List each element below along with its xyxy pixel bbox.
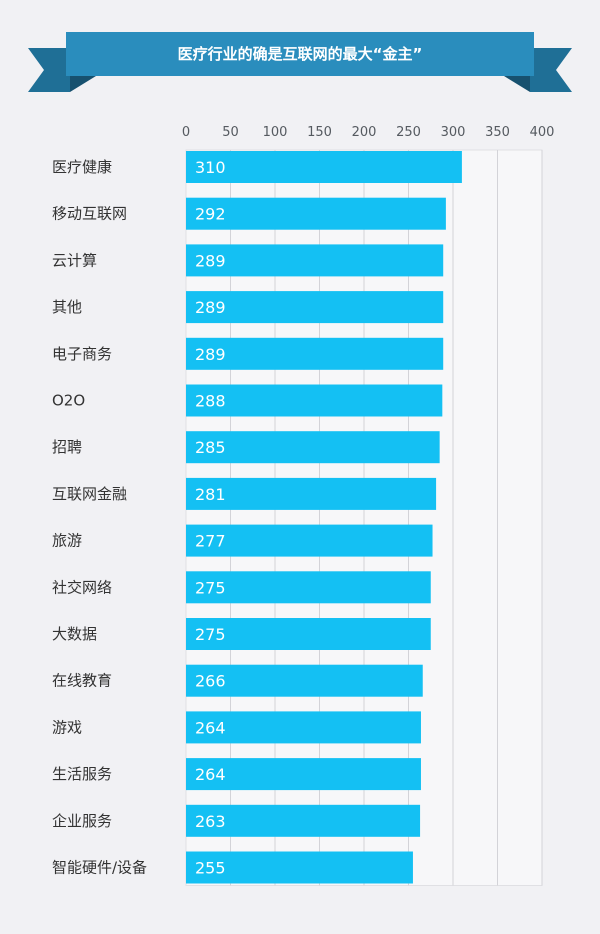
bar (186, 758, 421, 791)
category-label: 大数据 (52, 625, 97, 643)
bar (186, 804, 421, 837)
bar (186, 711, 421, 744)
value-label: 264 (195, 718, 226, 737)
x-tick-label: 400 (530, 125, 555, 140)
banner-fold-right (504, 76, 530, 92)
category-label: 招聘 (52, 438, 82, 456)
bar (186, 291, 444, 324)
x-tick-label: 250 (396, 125, 421, 140)
value-label: 288 (195, 392, 226, 411)
bar (186, 524, 433, 557)
title-banner: 医疗行业的确是互联网的最大“金主” (28, 32, 572, 92)
category-label: 其他 (52, 298, 82, 316)
x-tick-label: 50 (222, 125, 239, 140)
x-tick-label: 300 (441, 125, 466, 140)
banner-tail-right (530, 48, 572, 92)
banner-fold-left (70, 76, 96, 92)
bar (186, 337, 444, 370)
category-label: O2O (52, 392, 85, 410)
value-label: 289 (195, 251, 226, 270)
value-label: 292 (195, 205, 226, 224)
value-label: 263 (195, 812, 226, 831)
bar (186, 244, 444, 277)
value-label: 285 (195, 438, 226, 457)
bar (186, 431, 440, 464)
bars (186, 151, 462, 884)
category-label: 游戏 (52, 718, 82, 736)
x-tick-label: 200 (352, 125, 377, 140)
bar (186, 851, 413, 884)
x-tick-label: 100 (263, 125, 288, 140)
category-label: 生活服务 (52, 765, 112, 783)
category-label: 智能硬件/设备 (52, 859, 147, 877)
x-axis-ticks: 0 50 100 150 200 250 300 350 400 (182, 125, 555, 140)
category-label: 企业服务 (52, 812, 112, 830)
x-tick-label: 350 (485, 125, 510, 140)
category-label: 云计算 (52, 251, 97, 269)
value-label: 281 (195, 485, 226, 504)
value-label: 266 (195, 672, 226, 691)
bar (186, 618, 431, 650)
bar (186, 477, 437, 510)
bar (186, 151, 462, 183)
banner-main (66, 32, 534, 76)
value-label: 289 (195, 345, 226, 364)
bar (186, 571, 431, 604)
value-label: 289 (195, 298, 226, 317)
banner-tail-left (28, 48, 70, 92)
chart-title: 医疗行业的确是互联网的最大“金主” (178, 45, 423, 63)
value-labels: 310 292 289 289 289 288 285 281 277 275 275 266 264 2… (195, 158, 226, 878)
bar (186, 197, 446, 230)
value-label: 255 (195, 859, 226, 878)
value-label: 275 (195, 578, 226, 597)
value-label: 264 (195, 765, 226, 784)
category-label: 医疗健康 (52, 158, 112, 176)
value-label: 275 (195, 625, 226, 644)
category-label: 社交网络 (52, 578, 112, 596)
category-label: 移动互联网 (52, 205, 127, 223)
value-label: 310 (195, 158, 226, 177)
x-tick-label: 0 (182, 125, 190, 140)
bar (186, 384, 443, 417)
bar (186, 664, 423, 697)
category-label: 旅游 (52, 532, 82, 550)
category-label: 电子商务 (52, 345, 112, 363)
category-label: 在线教育 (52, 672, 112, 690)
x-tick-label: 150 (307, 125, 332, 140)
category-label: 互联网金融 (52, 485, 127, 503)
value-label: 277 (195, 532, 226, 551)
